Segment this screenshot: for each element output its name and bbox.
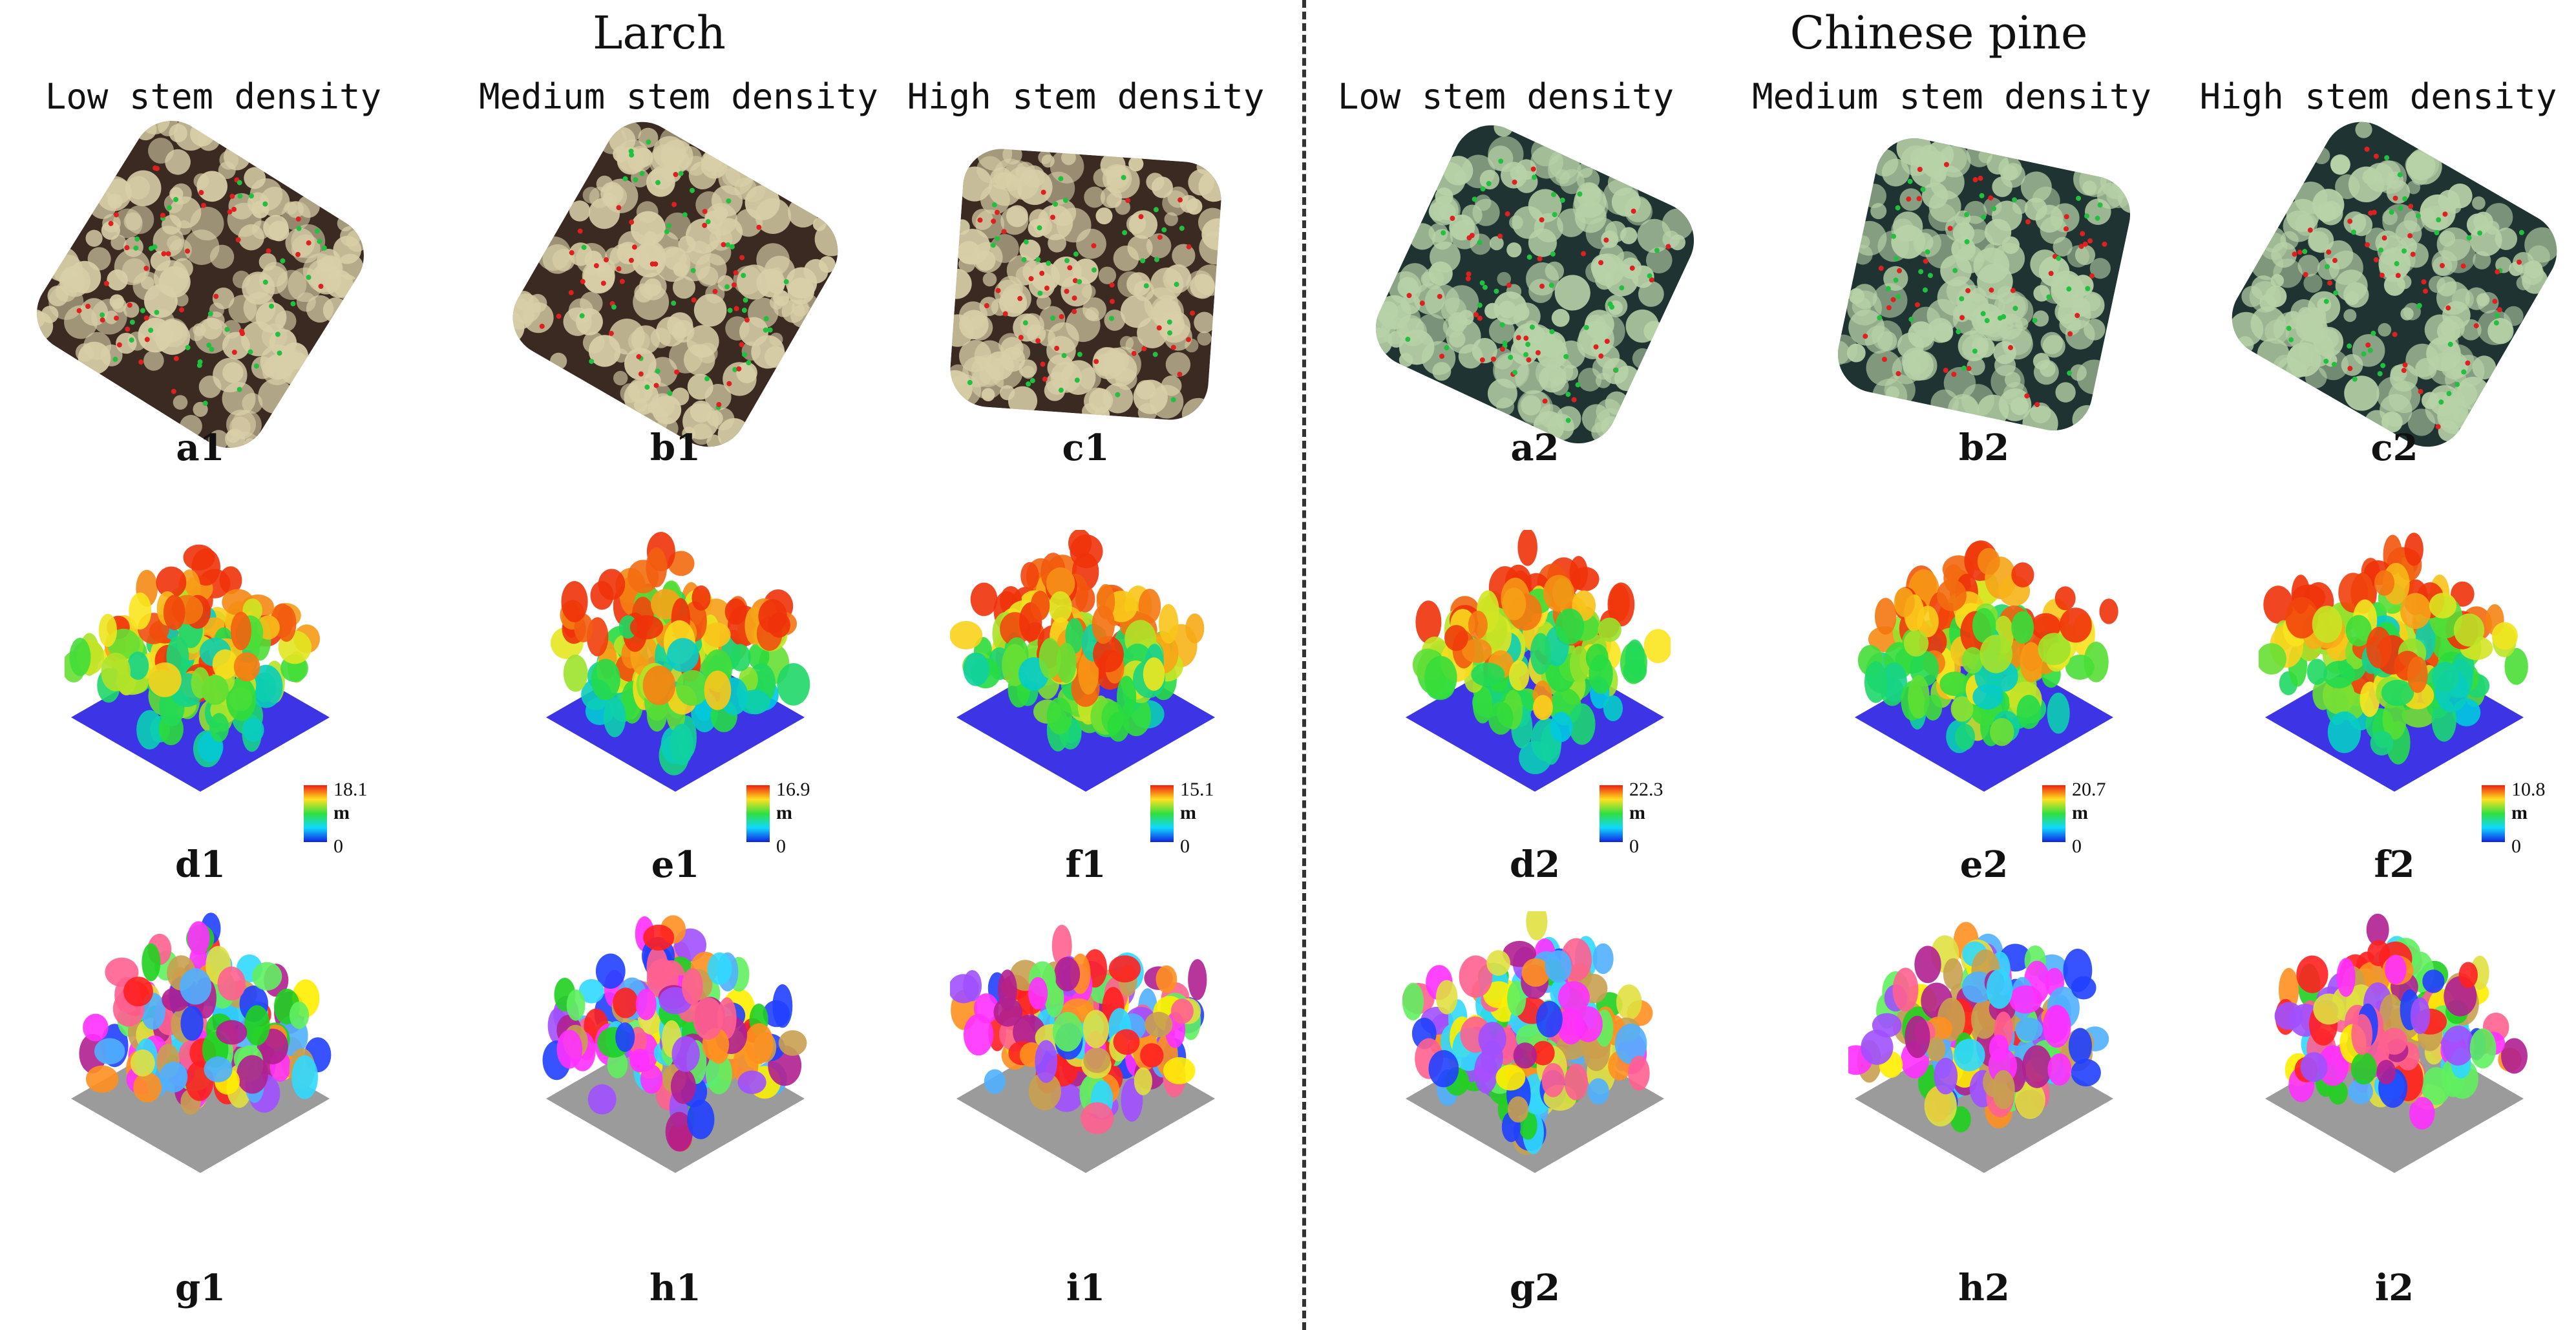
orthophoto-c1 <box>947 146 1224 423</box>
colorbar-min-label: 0 <box>776 836 786 857</box>
panel-label-a2: a2 <box>1510 427 1559 469</box>
colorbar-e1: 16.9 m 0 <box>746 779 810 857</box>
panel-label-c1: c1 <box>1062 427 1110 469</box>
orthophoto-c2 <box>2217 107 2571 461</box>
segmented-point-cloud-i1 <box>950 925 1215 1173</box>
group-title-larch: Larch <box>593 6 726 59</box>
colorbar-min-label: 0 <box>1629 836 1639 857</box>
orthophoto-b1 <box>498 107 852 461</box>
segmented-point-cloud-g1 <box>71 913 332 1173</box>
panel-label-i2: i2 <box>2374 1267 2414 1309</box>
column-title-low-larch: Low stem density <box>45 76 382 117</box>
height-point-cloud-f1 <box>950 530 1215 792</box>
panel-label-b2: b2 <box>1958 427 2010 469</box>
group-title-chinese-pine: Chinese pine <box>1789 6 2088 59</box>
group-divider <box>1302 0 1306 1330</box>
colorbar-min-label: 0 <box>333 836 343 857</box>
height-point-cloud-d2 <box>1406 530 1671 792</box>
colorbar-max-label: 10.8 <box>2511 779 2546 800</box>
colorbar-unit-label: m <box>1629 802 1645 823</box>
height-point-cloud-d1 <box>65 544 330 792</box>
colorbar-e2: 20.7 m 0 <box>2042 779 2106 857</box>
column-title-low-pine: Low stem density <box>1337 76 1674 117</box>
colorbar-max-label: 18.1 <box>333 779 368 800</box>
orthophoto-b2 <box>1830 131 2138 438</box>
panel-label-f2: f2 <box>2374 843 2415 886</box>
colorbar-d1: 18.1 m 0 <box>304 779 368 857</box>
column-title-medium-pine: Medium stem density <box>1752 76 2151 117</box>
colorbar-f1: 15.1 m 0 <box>1150 779 1214 857</box>
colorbar-max-label: 16.9 <box>776 779 810 800</box>
column-title-high-larch: High stem density <box>907 76 1265 117</box>
segmented-point-cloud-g2 <box>1402 911 1664 1173</box>
colorbar-unit-label: m <box>333 802 350 823</box>
colorbar-unit-label: m <box>2511 802 2528 823</box>
panel-label-e2: e2 <box>1959 843 2009 886</box>
segmented-point-cloud-i2 <box>2265 913 2528 1173</box>
height-point-cloud-f2 <box>2259 533 2528 792</box>
panel-label-c2: c2 <box>2370 427 2418 469</box>
panel-label-f1: f1 <box>1065 843 1106 886</box>
colorbar-max-label: 20.7 <box>2072 779 2106 800</box>
colorbar-d2: 22.3 m 0 <box>1599 779 1663 857</box>
segmented-point-cloud-h2 <box>1848 922 2113 1173</box>
panel-label-d1: d1 <box>174 843 226 886</box>
colorbar-min-label: 0 <box>2072 836 2082 857</box>
segmented-point-cloud-h1 <box>542 915 807 1173</box>
panel-label-a1: a1 <box>176 427 225 469</box>
colorbar-unit-label: m <box>1180 802 1196 823</box>
colorbar-min-label: 0 <box>2511 836 2521 857</box>
panel-label-d2: d2 <box>1509 843 1561 886</box>
colorbar-unit-label: m <box>2072 802 2088 823</box>
panel-label-b1: b1 <box>649 427 701 469</box>
panel-label-g2: g2 <box>1509 1267 1561 1309</box>
colorbar-f2: 10.8 m 0 <box>2482 779 2546 857</box>
orthophoto-a1 <box>22 106 379 463</box>
panel-label-e1: e1 <box>651 843 700 886</box>
colorbar-unit-label: m <box>776 802 792 823</box>
panel-label-g1: g1 <box>174 1267 226 1309</box>
panel-label-h2: h2 <box>1958 1267 2010 1309</box>
height-point-cloud-e2 <box>1855 540 2118 792</box>
panel-label-i1: i1 <box>1066 1267 1106 1309</box>
column-title-medium-larch: Medium stem density <box>479 76 878 117</box>
orthophoto-a2 <box>1363 112 1707 456</box>
panel-label-h1: h1 <box>649 1267 701 1309</box>
colorbar-max-label: 15.1 <box>1180 779 1214 800</box>
colorbar-max-label: 22.3 <box>1629 779 1663 800</box>
column-title-high-pine: High stem density <box>2199 76 2557 117</box>
colorbar-min-label: 0 <box>1180 836 1190 857</box>
height-point-cloud-e1 <box>546 532 810 792</box>
